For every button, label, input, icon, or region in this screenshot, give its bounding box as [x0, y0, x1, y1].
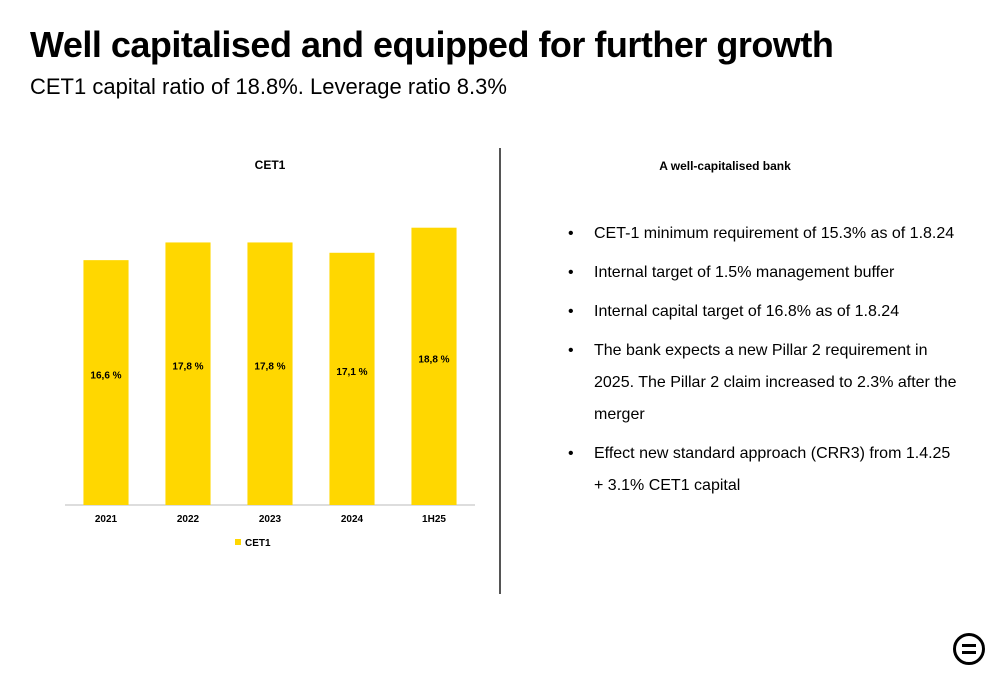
bullet-text: The bank expects a new Pillar 2 requirem…	[594, 342, 957, 423]
bullet-item: • Internal target of 1.5% management buff…	[568, 264, 895, 281]
x-tick-label: 2021	[95, 514, 118, 525]
bar-2024	[329, 252, 375, 505]
x-tick-label: 2023	[259, 514, 282, 525]
bullets-title: A well-capitalised bank	[659, 159, 791, 173]
legend-swatch	[235, 539, 241, 545]
cet1-bar-chart: 16,6 % 2021 17,8 % 2022 17,8 % 2023 17,1 % 2024…	[65, 227, 475, 549]
x-tick-label: 2022	[177, 514, 200, 525]
bar-2021	[83, 260, 129, 505]
data-label: 16,6 %	[90, 371, 121, 382]
bullet-item: • The bank expects a new Pillar 2 require…	[568, 342, 957, 423]
x-tick-label: 2024	[341, 514, 364, 525]
vertical-divider	[499, 148, 501, 594]
bullet-list: • CET-1 minimum requirement of 15.3% as o…	[568, 218, 958, 509]
bullet-text: Internal target of 1.5% management buffe…	[594, 264, 895, 281]
bar-2022	[165, 242, 211, 505]
page-subtitle: CET1 capital ratio of 18.8%. Leverage ra…	[30, 74, 507, 99]
circle-equals-logo-icon	[953, 633, 985, 665]
bullet-text: CET-1 minimum requirement of 15.3% as of…	[594, 225, 955, 242]
bullet-text: Effect new standard approach (CRR3) from…	[594, 445, 951, 494]
data-label: 17,1 %	[336, 367, 367, 378]
bar-1H25	[411, 227, 457, 505]
bullet-item: • CET-1 minimum requirement of 15.3% as o…	[568, 225, 955, 242]
x-tick-label: 1H25	[422, 514, 446, 525]
bullet-text: Internal capital target of 16.8% as of 1…	[594, 303, 900, 320]
legend-label: CET1	[245, 538, 271, 549]
bar-2023	[247, 242, 293, 505]
bullet-item: • Effect new standard approach (CRR3) fro…	[568, 445, 951, 494]
data-label: 17,8 %	[172, 362, 203, 373]
page-title: Well capitalised and equipped for furthe…	[30, 24, 834, 65]
bullet-item: • Internal capital target of 16.8% as of …	[568, 303, 900, 320]
data-label: 18,8 %	[418, 354, 449, 365]
chart-title: CET1	[254, 158, 286, 172]
data-label: 17,8 %	[254, 362, 285, 373]
